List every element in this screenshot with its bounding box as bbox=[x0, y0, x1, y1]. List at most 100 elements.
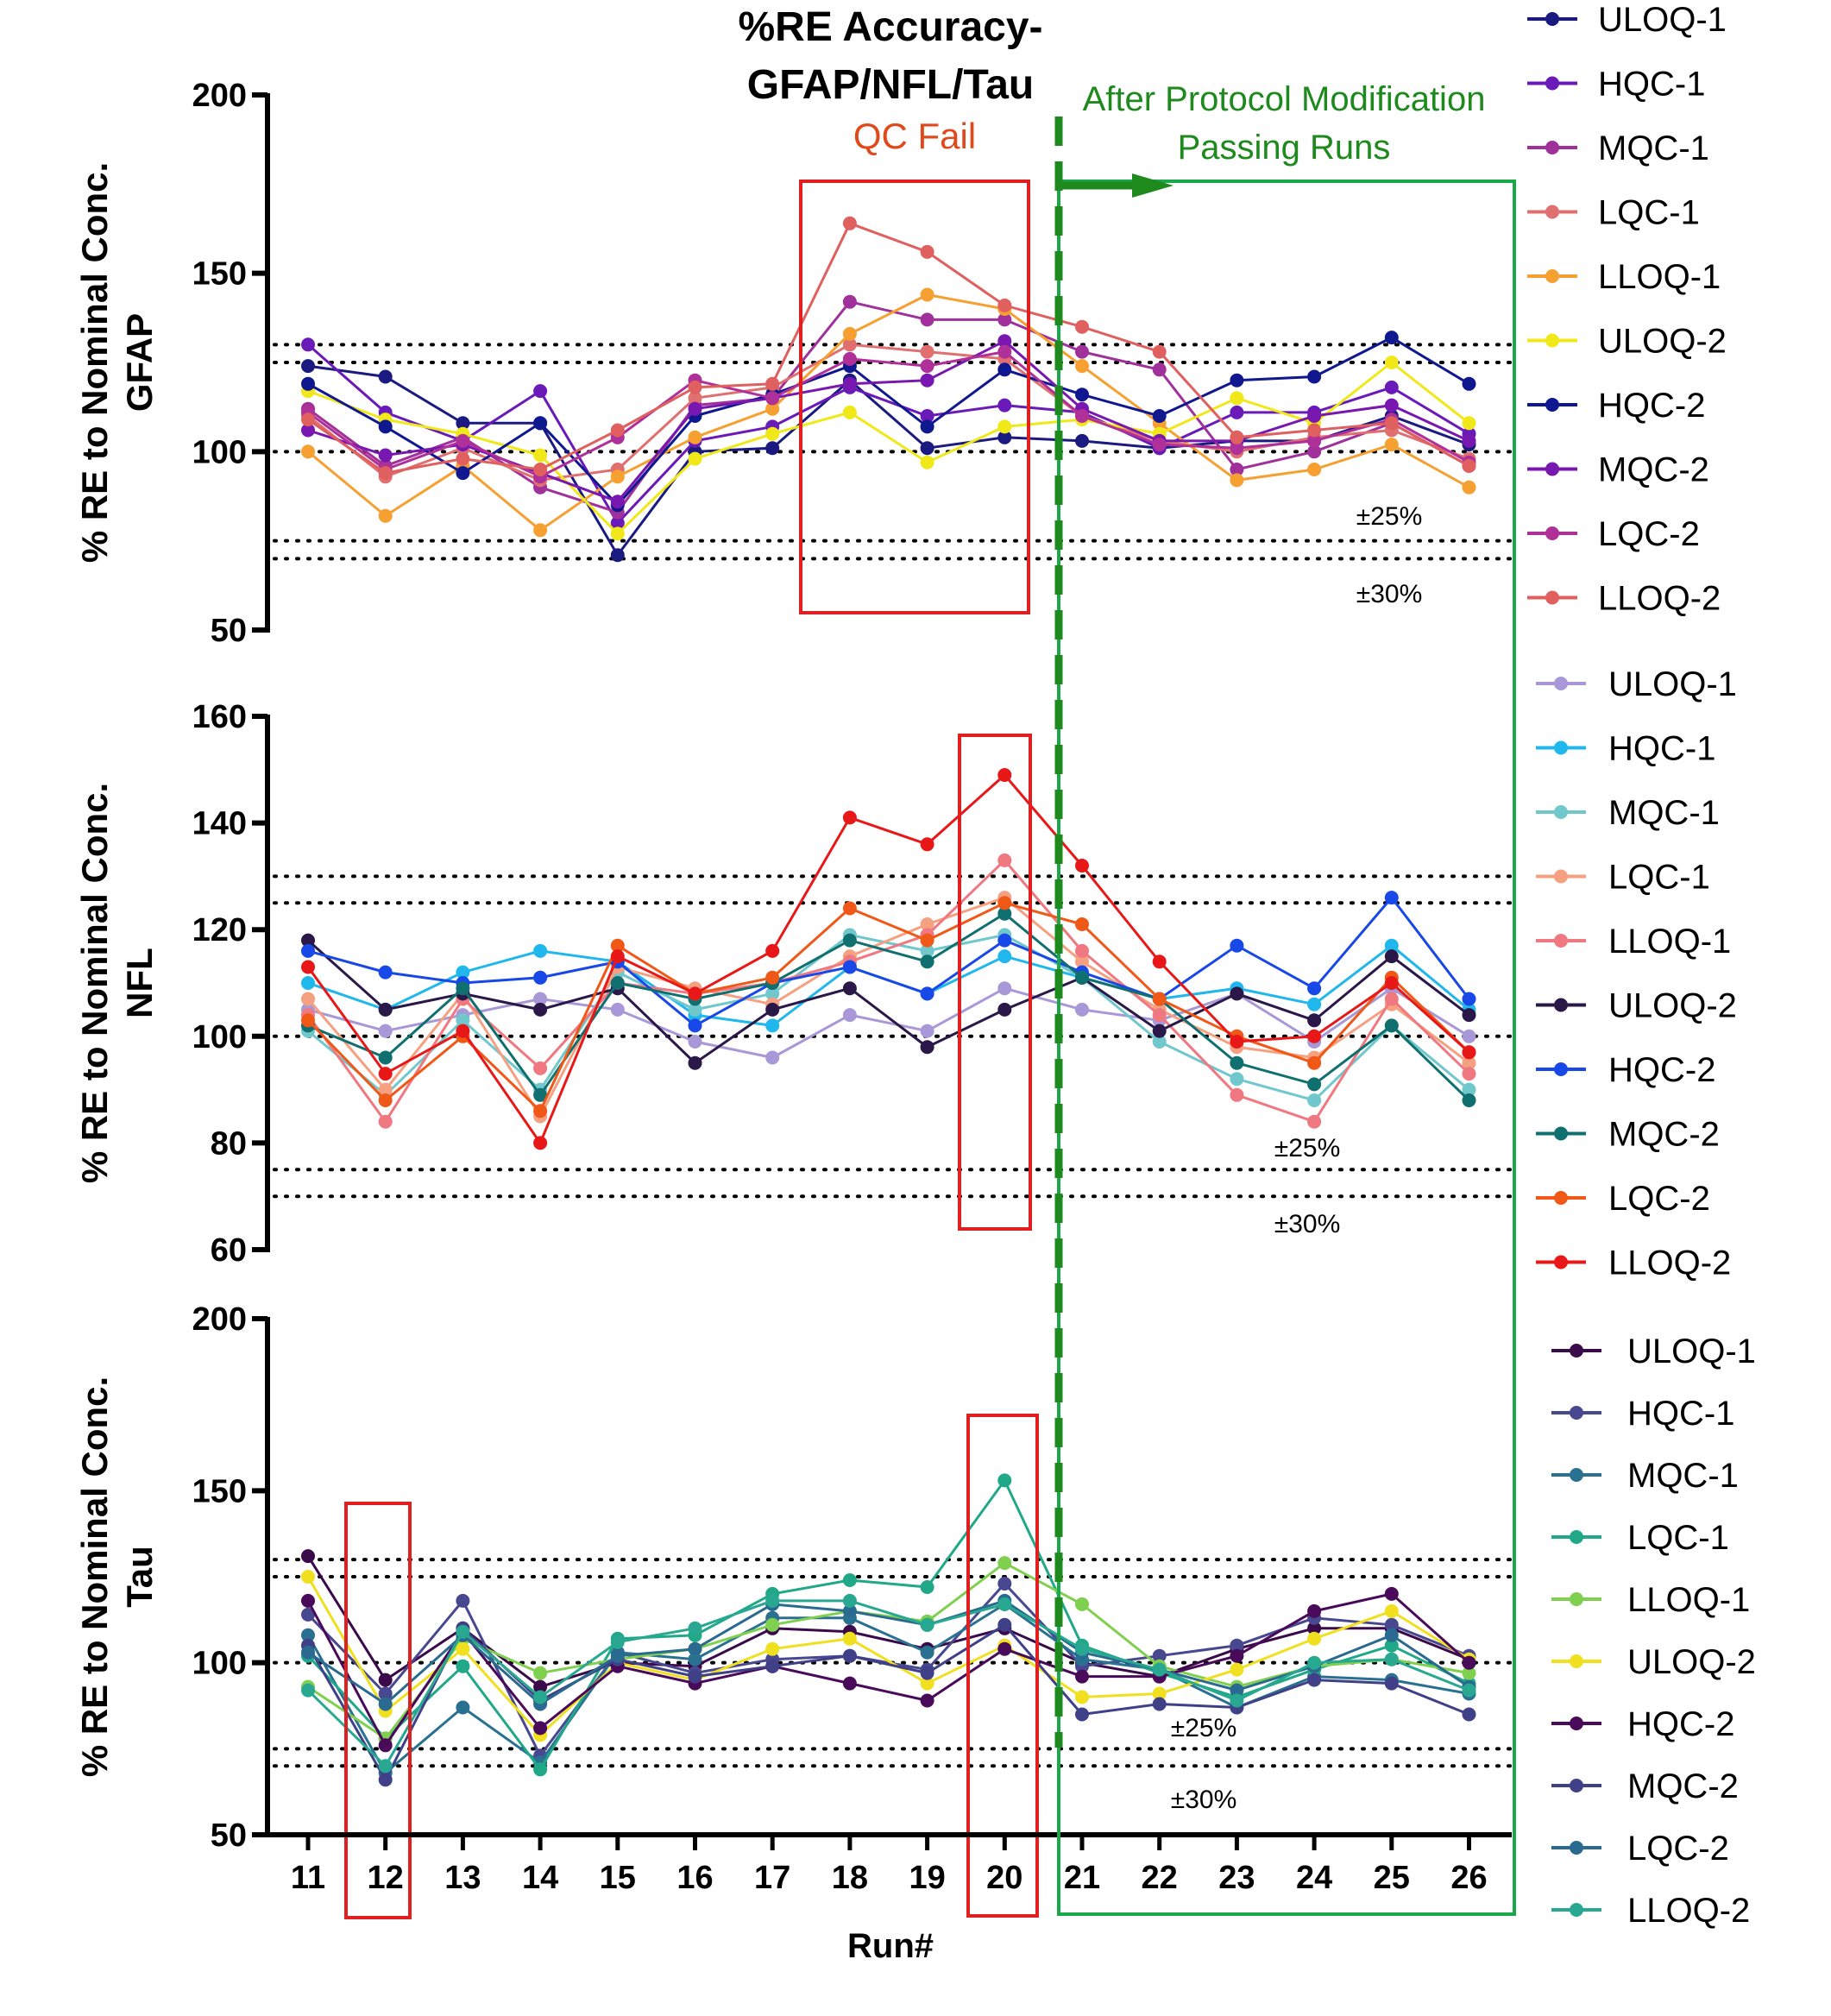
y-tick-label: 200 bbox=[192, 78, 247, 114]
nfl-data-point bbox=[533, 1087, 548, 1102]
tau-data-point bbox=[1230, 1648, 1244, 1663]
nfl-data-point bbox=[1075, 917, 1089, 931]
nfl-data-point bbox=[842, 981, 857, 996]
x-tick-label: 25 bbox=[1374, 1860, 1410, 1896]
nfl-series-line bbox=[307, 895, 1470, 1028]
tau-data-point bbox=[1152, 1686, 1167, 1701]
x-tick-label: 12 bbox=[368, 1860, 404, 1896]
legend-swatch-marker bbox=[1545, 76, 1559, 91]
nfl-data-point bbox=[301, 992, 315, 1006]
gfap-series-line bbox=[307, 364, 1470, 558]
legend-label: LQC-2 bbox=[1608, 1180, 1710, 1218]
nfl-data-point bbox=[378, 1024, 393, 1038]
tau-series-line bbox=[306, 1576, 1470, 1737]
nfl-data-point bbox=[765, 943, 780, 958]
x-tick-label: 21 bbox=[1064, 1860, 1100, 1896]
y-axis-label-analyte: Tau bbox=[119, 1546, 160, 1608]
legend-swatch-marker bbox=[1570, 1903, 1583, 1917]
tau-data-point bbox=[920, 1693, 934, 1708]
tau-data-point bbox=[378, 1673, 393, 1687]
nfl-data-point bbox=[610, 938, 625, 953]
legend-label: LLOQ-2 bbox=[1627, 1892, 1750, 1930]
x-tick-label: 22 bbox=[1142, 1860, 1178, 1896]
gfap-data-point bbox=[920, 359, 934, 374]
tau-data-point bbox=[301, 1645, 315, 1660]
nfl-series-line bbox=[306, 858, 1470, 1125]
tau-data-point bbox=[1384, 1676, 1399, 1691]
gfap-data-point bbox=[610, 469, 625, 484]
gfap-data-point bbox=[997, 419, 1012, 434]
nfl-data-point bbox=[765, 1018, 780, 1033]
gfap-data-point bbox=[1307, 463, 1322, 476]
nfl-data-point bbox=[1230, 1035, 1244, 1049]
gfap-data-point bbox=[1152, 438, 1167, 452]
tau-series-line bbox=[306, 1592, 1470, 1748]
tau-data-point bbox=[1307, 1621, 1322, 1635]
gfap-data-point bbox=[1152, 344, 1167, 359]
nfl-series-line bbox=[306, 939, 1470, 1065]
legend-label: HQC-2 bbox=[1598, 387, 1705, 425]
nfl-data-point bbox=[533, 1136, 548, 1150]
x-tick-label: 15 bbox=[600, 1860, 636, 1896]
protocol-label-line1: After Protocol Modification bbox=[1083, 80, 1486, 118]
nfl-data-point bbox=[765, 1050, 780, 1065]
legend-swatch-marker bbox=[1554, 677, 1568, 690]
legend-swatch-marker bbox=[1545, 398, 1559, 412]
nfl-data-point bbox=[1307, 981, 1322, 996]
gfap-series-line bbox=[307, 336, 1470, 507]
gfap-data-point bbox=[610, 423, 625, 438]
gfap-data-point bbox=[1462, 480, 1476, 495]
legend-label: HQC-2 bbox=[1608, 1051, 1715, 1089]
tau-data-point bbox=[610, 1635, 625, 1649]
gfap-panel: 50 100 150 200 % RE to Nominal Conc. GFAP ±25%… bbox=[74, 1, 1727, 649]
y-axis-label: % RE to Nominal Conc. bbox=[74, 783, 115, 1183]
gfap-data-point bbox=[378, 448, 393, 463]
nfl-data-point bbox=[997, 768, 1012, 782]
y-tick-label: 80 bbox=[211, 1125, 247, 1162]
gfap-data-point bbox=[1307, 433, 1322, 448]
nfl-data-point bbox=[533, 1002, 548, 1017]
gfap-series-line bbox=[307, 350, 1470, 478]
gfap-data-point bbox=[842, 337, 857, 352]
gfap-data-point bbox=[301, 413, 315, 427]
legend-swatch-marker bbox=[1545, 141, 1559, 154]
gfap-data-point bbox=[997, 312, 1012, 327]
tau-data-point bbox=[1075, 1707, 1089, 1722]
tau-data-point bbox=[842, 1676, 857, 1691]
legend-label: ULOQ-1 bbox=[1608, 665, 1737, 703]
tau-series-line bbox=[307, 1599, 1470, 1706]
tau-data-point bbox=[1307, 1603, 1322, 1618]
nfl-data-point bbox=[842, 1008, 857, 1023]
legend-swatch-marker bbox=[1570, 1841, 1583, 1855]
legend-label: LQC-2 bbox=[1627, 1830, 1729, 1868]
tau-data-point bbox=[1384, 1652, 1399, 1666]
tau-data-point bbox=[842, 1573, 857, 1587]
legend-swatch-marker bbox=[1545, 333, 1559, 348]
nfl-data-point bbox=[997, 906, 1012, 921]
gfap-data-point bbox=[533, 463, 548, 476]
nfl-data-point bbox=[997, 896, 1012, 910]
x-tick-label: 11 bbox=[291, 1860, 325, 1896]
tau-data-point bbox=[842, 1631, 857, 1646]
nfl-data-point bbox=[1075, 943, 1089, 958]
legend-label: LLOQ-1 bbox=[1627, 1581, 1750, 1619]
gfap-data-point bbox=[533, 384, 548, 399]
nfl-data-point bbox=[920, 917, 934, 931]
nfl-data-point bbox=[1307, 1093, 1322, 1107]
nfl-data-point bbox=[765, 970, 780, 985]
tau-data-point bbox=[301, 1607, 315, 1622]
nfl-data-point bbox=[378, 1082, 393, 1097]
gfap-data-point bbox=[765, 441, 780, 456]
nfl-data-point bbox=[533, 1061, 548, 1075]
tau-panel: 50 100 150 200 % RE to Nominal Conc. Tau ±25% ±… bbox=[74, 1301, 1756, 1930]
tau-data-point bbox=[1462, 1666, 1476, 1680]
nfl-data-point bbox=[1462, 1029, 1476, 1043]
y-tick-label: 60 bbox=[211, 1232, 247, 1269]
legend-swatch-marker bbox=[1554, 934, 1568, 948]
nfl-data-point bbox=[1075, 1002, 1089, 1017]
nfl-data-point bbox=[920, 954, 934, 969]
gfap-data-point bbox=[533, 523, 548, 538]
qc-fail-box bbox=[344, 1502, 412, 1919]
band-label-25: ±25% bbox=[1356, 502, 1423, 531]
